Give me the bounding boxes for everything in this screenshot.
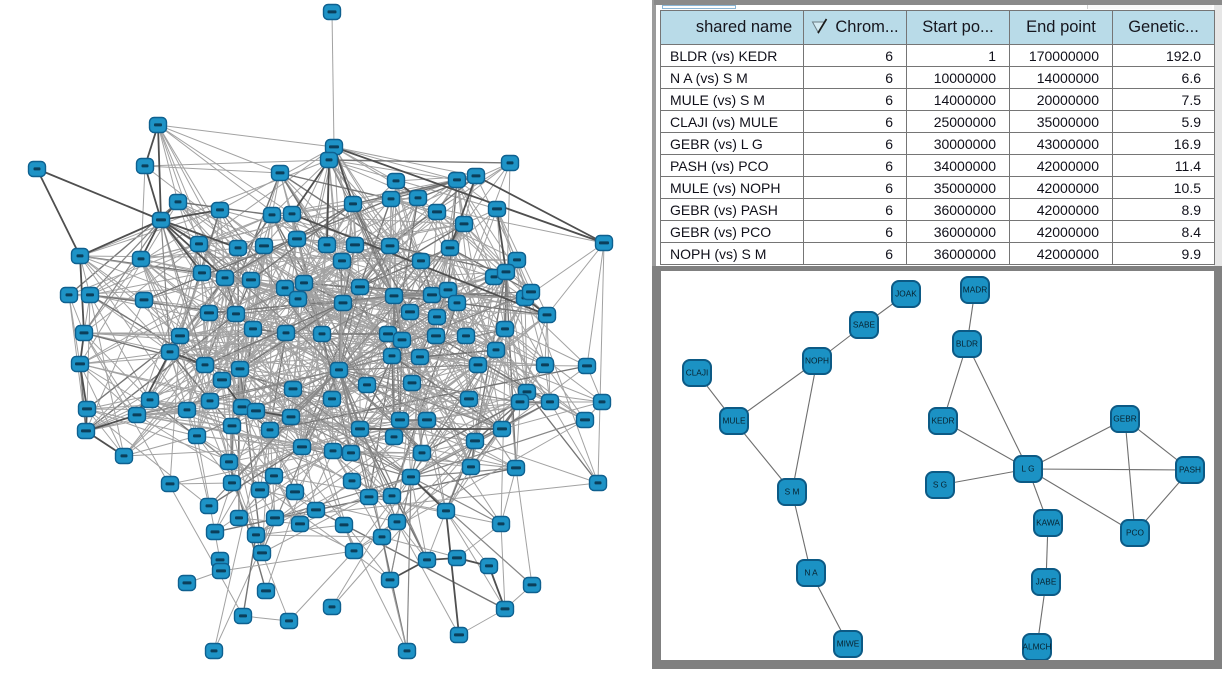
svg-text:SABE: SABE — [853, 320, 876, 330]
svg-text:BLDR: BLDR — [956, 339, 978, 349]
svg-text:PCO: PCO — [1126, 528, 1145, 538]
svg-text:S G: S G — [933, 480, 947, 490]
svg-text:JABE: JABE — [1036, 577, 1057, 587]
svg-text:MULE: MULE — [722, 416, 746, 426]
svg-text:JOAK: JOAK — [895, 289, 917, 299]
svg-text:PASH: PASH — [1179, 465, 1201, 475]
svg-text:KAWA: KAWA — [1036, 518, 1060, 528]
svg-text:ALMCH: ALMCH — [1022, 642, 1051, 652]
svg-text:GEBR: GEBR — [1113, 414, 1137, 424]
svg-text:L G: L G — [1021, 464, 1034, 474]
svg-text:N A: N A — [804, 568, 818, 578]
svg-text:NOPH: NOPH — [805, 356, 829, 366]
svg-text:MADR: MADR — [963, 285, 987, 295]
svg-text:MIWE: MIWE — [837, 639, 860, 649]
svg-text:KEDR: KEDR — [931, 416, 954, 426]
svg-text:S M: S M — [785, 487, 800, 497]
svg-text:CLAJI: CLAJI — [686, 368, 709, 378]
